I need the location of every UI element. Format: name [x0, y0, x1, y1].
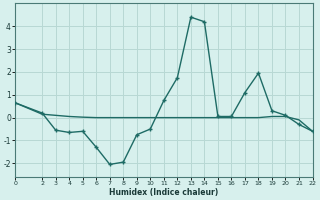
- X-axis label: Humidex (Indice chaleur): Humidex (Indice chaleur): [109, 188, 219, 197]
